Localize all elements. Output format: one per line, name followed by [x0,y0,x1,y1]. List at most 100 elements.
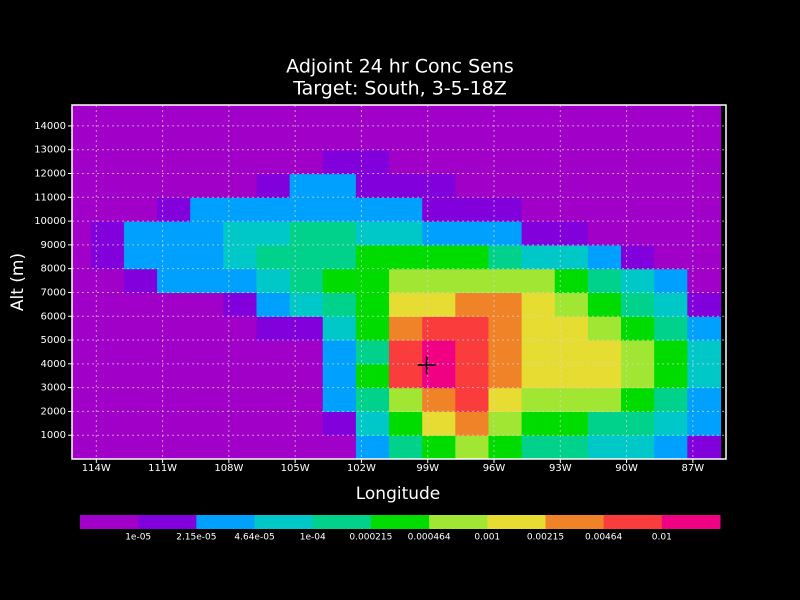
contour-cell [455,221,490,246]
contour-cell [687,435,722,459]
y-tick-label: 8000 [41,264,66,275]
colorbar-label: 0.001 [474,533,500,543]
contour-cell [190,411,224,436]
contour-cell [654,435,688,459]
contour-cell [521,125,556,151]
contour-cell [521,363,556,389]
y-tick-label: 11000 [34,192,66,203]
contour-cell [389,244,423,270]
contour-cell [654,268,688,294]
colorbar-box [429,515,488,529]
contour-cell [72,435,92,459]
contour-cell [72,149,92,175]
contour-cell [256,197,291,222]
contour-cell [389,411,423,436]
colorbar-label: 2.15e-05 [176,533,216,543]
contour-cell [256,316,291,341]
contour-cell [322,221,357,246]
contour-cell [654,340,688,365]
contour-cell [521,387,556,413]
contour-cell [422,435,456,459]
y-tick-label: 9000 [41,240,66,251]
x-tick-label: 93W [549,463,572,474]
contour-cell [389,173,423,198]
contour-cell [256,244,291,270]
contour-cell [72,173,92,198]
contour-cell [256,435,291,459]
contour-cell [521,316,556,341]
contour-cell [521,340,556,365]
contour-cell [223,105,258,127]
contour-cell [72,363,92,389]
contour-cell [322,105,357,127]
contour-cell [621,105,655,127]
colorbar-box [254,515,314,529]
y-tick-label: 7000 [41,287,66,298]
contour-cell [455,363,490,389]
contour-cell [322,387,357,413]
x-tick-label: 102W [347,463,376,474]
contour-cell [322,268,357,294]
contour-cell [554,435,589,459]
contour-cell [72,105,92,127]
colorbar-box [487,515,546,529]
contour-cell [322,173,357,198]
contour-cell [654,221,688,246]
contour-cell [123,411,158,436]
contour-cell [521,268,556,294]
contour-cell [72,268,92,294]
contour-cell [72,387,92,413]
y-tick-label: 5000 [41,335,66,346]
y-tick-label: 10000 [34,216,66,227]
contour-cell [389,435,423,459]
contour-cell [521,105,556,127]
contour-cell [389,268,423,294]
contour-cell [654,125,688,151]
contour-cell [157,105,191,127]
contour-cell [322,244,357,270]
contour-cell [587,363,622,389]
contour-cell [654,197,688,222]
contour-cell [190,149,224,175]
x-tick-label: 108W [214,463,243,474]
contour-cell [389,125,423,151]
contour-cell [256,340,291,365]
contour-cell [587,292,622,317]
contour-cell [389,149,423,175]
contour-cell [190,173,224,198]
contour-cell [455,411,490,436]
contour-cell [587,125,622,151]
contour-cell [654,149,688,175]
contour-cell [123,292,158,317]
contour-cell [256,292,291,317]
contour-cell [190,244,224,270]
y-tick-label: 2000 [41,406,66,417]
contour-cell [190,105,224,127]
y-tick-label: 4000 [41,359,66,370]
contour-cell [72,125,92,151]
contour-cell [587,173,622,198]
x-tick-label: 96W [483,463,506,474]
contour-cell [455,387,490,413]
contour-cell [554,105,589,127]
y-tick-label: 6000 [41,311,66,322]
contour-cell [123,435,158,459]
contour-cell [455,173,490,198]
colorbar-label: 0.000464 [408,533,451,543]
contour-cell [455,244,490,270]
contour-cell [123,268,158,294]
contour-cell [654,387,688,413]
contour-cell [654,316,688,341]
contour-cell [621,435,655,459]
contour-cell [322,125,357,151]
y-axis-label: Alt (m) [8,253,28,311]
contour-cell [455,197,490,222]
contour-cell [455,149,490,175]
contour-cell [72,340,92,365]
contour-cell [389,221,423,246]
contour-cell [72,244,92,270]
contour-cell [123,244,158,270]
contour-cell [389,292,423,317]
contour-cell [521,173,556,198]
